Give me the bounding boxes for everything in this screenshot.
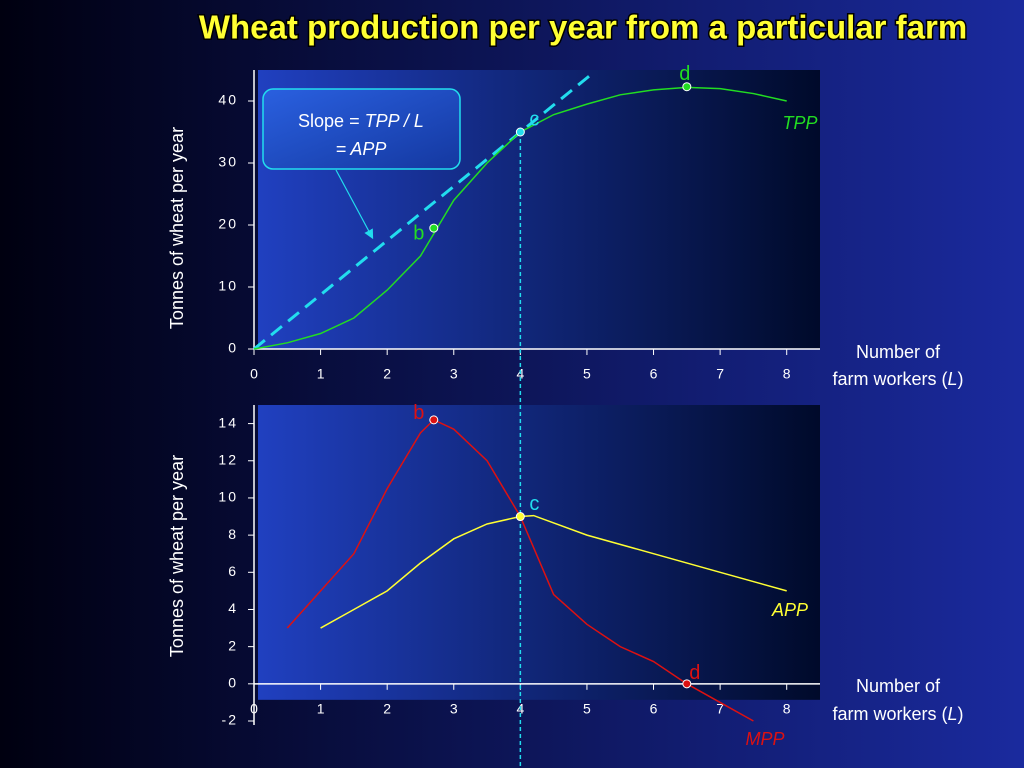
point bbox=[515, 512, 525, 522]
x-axis-label-part: farm workers ( bbox=[832, 704, 947, 724]
point-label: b bbox=[413, 402, 424, 424]
x-axis-label-part: L bbox=[948, 369, 958, 389]
title: Wheat production per year from a particu… bbox=[199, 9, 967, 46]
y-tick-label: 4 bbox=[228, 600, 238, 616]
x-axis-label-part: ) bbox=[958, 704, 964, 724]
y-tick-label: 8 bbox=[228, 526, 238, 542]
x-tick-label: 4 bbox=[516, 701, 526, 717]
x-axis-label: Number of bbox=[856, 342, 941, 362]
x-axis-label-part: L bbox=[948, 704, 958, 724]
y-tick-label: 0 bbox=[228, 675, 238, 691]
x-tick-label: 5 bbox=[583, 701, 593, 717]
y-tick-label: 10 bbox=[218, 489, 238, 505]
x-axis-label-part: farm workers ( bbox=[832, 369, 947, 389]
annotation: = APP bbox=[336, 139, 387, 159]
series-line bbox=[320, 514, 787, 629]
tangent-line bbox=[253, 71, 595, 351]
x-axis-label: farm workers (L) bbox=[832, 704, 963, 724]
point bbox=[515, 127, 525, 137]
x-tick-label: 4 bbox=[516, 366, 526, 382]
point bbox=[429, 223, 439, 233]
x-tick-label: 8 bbox=[783, 701, 793, 717]
point bbox=[682, 679, 692, 689]
y-tick-label: 40 bbox=[218, 92, 238, 108]
x-axis-label: Number of bbox=[856, 676, 941, 696]
x-tick-label: 6 bbox=[650, 366, 660, 382]
x-tick-label: 1 bbox=[317, 701, 327, 717]
x-tick-label: 8 bbox=[783, 366, 793, 382]
annotation-arrow bbox=[335, 169, 374, 240]
point-label: c bbox=[529, 493, 539, 515]
x-tick-label: 2 bbox=[383, 701, 393, 717]
y-tick-label: -2 bbox=[222, 712, 238, 728]
point-label: b bbox=[413, 222, 424, 244]
point-label: c bbox=[529, 108, 539, 130]
series-line bbox=[253, 86, 787, 350]
x-tick-label: 0 bbox=[250, 701, 260, 717]
x-tick-label: 6 bbox=[650, 701, 660, 717]
annotation-part: TPP / L bbox=[365, 111, 424, 131]
point bbox=[429, 415, 439, 425]
annotation-box bbox=[262, 88, 461, 170]
x-axis-label-part: ) bbox=[958, 369, 964, 389]
series-line bbox=[286, 418, 754, 722]
x-tick-label: 7 bbox=[716, 701, 726, 717]
series-label: MPP bbox=[745, 729, 784, 749]
point-label: d bbox=[689, 662, 700, 684]
y-axis-label: Tonnes of wheat per year bbox=[167, 127, 187, 329]
x-tick-label: 1 bbox=[317, 366, 327, 382]
x-tick-label: 7 bbox=[716, 366, 726, 382]
y-tick-label: 12 bbox=[218, 451, 238, 467]
y-tick-label: 0 bbox=[228, 340, 238, 356]
point-label: d bbox=[679, 63, 690, 85]
series-label: TPP bbox=[782, 113, 817, 133]
x-tick-label: 3 bbox=[450, 366, 460, 382]
annotation: Slope = TPP / L bbox=[298, 111, 424, 131]
plot-panel bbox=[258, 405, 820, 700]
y-tick-label: 6 bbox=[228, 563, 238, 579]
x-tick-label: 3 bbox=[450, 701, 460, 717]
point bbox=[682, 82, 692, 92]
annotation-part: Slope = bbox=[298, 111, 365, 131]
y-tick-label: 14 bbox=[218, 414, 238, 430]
x-tick-label: 0 bbox=[250, 366, 260, 382]
y-tick-label: 2 bbox=[228, 637, 238, 653]
x-axis-label: farm workers (L) bbox=[832, 369, 963, 389]
y-tick-label: 20 bbox=[218, 216, 238, 232]
x-tick-label: 2 bbox=[383, 366, 393, 382]
y-axis-label: Tonnes of wheat per year bbox=[167, 455, 187, 657]
y-tick-label: 10 bbox=[218, 278, 238, 294]
series-label: APP bbox=[771, 600, 808, 620]
y-tick-label: 30 bbox=[218, 154, 238, 170]
x-tick-label: 5 bbox=[583, 366, 593, 382]
